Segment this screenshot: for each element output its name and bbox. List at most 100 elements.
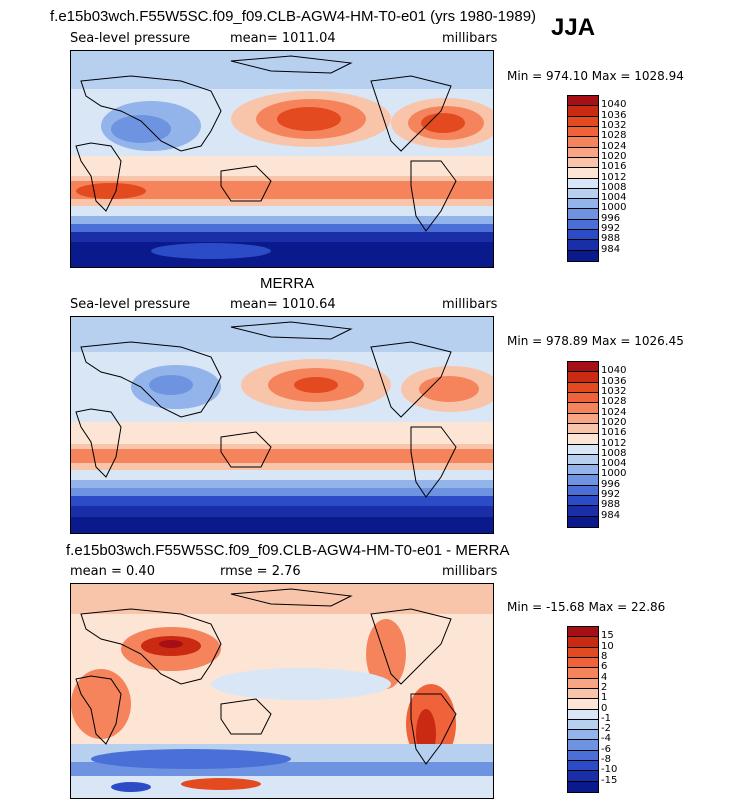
colorbar-swatch bbox=[568, 392, 598, 404]
panel3-units: millibars bbox=[442, 564, 498, 579]
colorbar-tick-label: 10 bbox=[601, 640, 614, 652]
colorbar-swatch bbox=[568, 719, 598, 731]
colorbar-tick-label: 1036 bbox=[601, 109, 627, 121]
colorbar-swatch bbox=[568, 219, 598, 231]
panel2-left-label: Sea-level pressure bbox=[70, 297, 191, 312]
colorbar-tick-label: 1020 bbox=[601, 416, 627, 428]
colorbar-swatch bbox=[568, 761, 598, 772]
colorbar-swatch bbox=[568, 137, 598, 148]
colorbar-tick-label: -15 bbox=[601, 774, 618, 786]
panel3-minmax: Min = -15.68 Max = 22.86 bbox=[507, 600, 666, 614]
panel1-map-svg bbox=[71, 51, 493, 267]
panel2-colorbar-cells bbox=[568, 362, 598, 527]
panel2-mean-label: mean= 1010.64 bbox=[230, 297, 336, 312]
panel2-map-svg bbox=[71, 317, 493, 533]
colorbar-tick-label: 1000 bbox=[601, 202, 627, 214]
colorbar-tick-label: 1024 bbox=[601, 406, 627, 418]
colorbar-swatch bbox=[568, 637, 598, 648]
colorbar-swatch bbox=[568, 730, 598, 741]
panel3-title: f.e15b03wch.F55W5SC.f09_f09.CLB-AGW4-HM-… bbox=[66, 542, 510, 559]
colorbar-tick-label: 1032 bbox=[601, 119, 627, 131]
colorbar-swatch bbox=[568, 230, 598, 241]
panel2-units: millibars bbox=[442, 297, 498, 312]
panel1-units: millibars bbox=[442, 31, 498, 46]
colorbar-tick-label: 1020 bbox=[601, 150, 627, 162]
panel2-title: MERRA bbox=[260, 275, 315, 292]
panel2-colorbar bbox=[567, 361, 599, 528]
colorbar-tick-label: 6 bbox=[601, 661, 608, 673]
panel3-map-svg bbox=[71, 584, 493, 798]
colorbar-swatch bbox=[568, 506, 598, 517]
colorbar-tick-label: -6 bbox=[601, 743, 611, 755]
colorbar-tick-label: 992 bbox=[601, 489, 621, 501]
colorbar-swatch bbox=[568, 465, 598, 476]
colorbar-swatch bbox=[568, 423, 598, 435]
panel1-map bbox=[70, 50, 494, 268]
colorbar-tick-label: 992 bbox=[601, 223, 621, 235]
colorbar-tick-label: 15 bbox=[601, 630, 614, 642]
colorbar-swatch bbox=[568, 382, 598, 393]
colorbar-tick-label: 1004 bbox=[601, 458, 627, 470]
colorbar-tick-label: 4 bbox=[601, 671, 608, 683]
colorbar-swatch bbox=[568, 740, 598, 751]
colorbar-tick-label: 0 bbox=[601, 702, 608, 714]
panel1-colorbar bbox=[567, 95, 599, 262]
colorbar-tick-label: 2 bbox=[601, 681, 608, 693]
colorbar-tick-label: 1032 bbox=[601, 385, 627, 397]
colorbar-tick-label: 1012 bbox=[601, 437, 627, 449]
colorbar-swatch bbox=[568, 627, 598, 638]
colorbar-tick-label: -2 bbox=[601, 723, 611, 735]
colorbar-tick-label: 8 bbox=[601, 650, 608, 662]
colorbar-swatch bbox=[568, 709, 598, 720]
colorbar-swatch bbox=[568, 250, 598, 261]
colorbar-swatch bbox=[568, 516, 598, 527]
colorbar-swatch bbox=[568, 372, 598, 383]
colorbar-swatch bbox=[568, 496, 598, 507]
colorbar-tick-label: -10 bbox=[601, 764, 618, 776]
colorbar-swatch bbox=[568, 413, 598, 424]
colorbar-swatch bbox=[568, 126, 598, 138]
colorbar-swatch bbox=[568, 475, 598, 486]
colorbar-swatch bbox=[568, 403, 598, 414]
panel1-left-label: Sea-level pressure bbox=[70, 31, 191, 46]
colorbar-tick-label: 996 bbox=[601, 212, 621, 224]
colorbar-swatch bbox=[568, 188, 598, 200]
colorbar-tick-label: -8 bbox=[601, 754, 611, 766]
colorbar-swatch bbox=[568, 699, 598, 710]
panel1-mean-label: mean= 1011.04 bbox=[230, 31, 336, 46]
colorbar-tick-label: 1008 bbox=[601, 181, 627, 193]
colorbar-swatch bbox=[568, 168, 598, 179]
panel2-map bbox=[70, 316, 494, 534]
colorbar-swatch bbox=[568, 657, 598, 669]
panel3-rmse-label: rmse = 2.76 bbox=[220, 564, 301, 579]
colorbar-swatch bbox=[568, 781, 598, 792]
colorbar-swatch bbox=[568, 199, 598, 210]
colorbar-swatch bbox=[568, 678, 598, 689]
colorbar-swatch bbox=[568, 209, 598, 220]
panel1-colorbar-ticks: 1040 1036 1032 1028 1024 1020 1016 1012 1008 1004… bbox=[601, 95, 641, 260]
panel2-minmax: Min = 978.89 Max = 1026.45 bbox=[507, 334, 684, 348]
colorbar-swatch bbox=[568, 178, 598, 189]
colorbar-tick-label: 984 bbox=[601, 243, 621, 255]
panel1-colorbar-cells bbox=[568, 96, 598, 261]
colorbar-tick-label: 988 bbox=[601, 499, 621, 511]
colorbar-tick-label: 1028 bbox=[601, 130, 627, 142]
colorbar-tick-label: 1016 bbox=[601, 161, 627, 173]
colorbar-tick-label: 1 bbox=[601, 692, 608, 704]
colorbar-swatch bbox=[568, 771, 598, 782]
colorbar-swatch bbox=[568, 647, 598, 658]
colorbar-tick-label: 988 bbox=[601, 233, 621, 245]
colorbar-tick-label: -1 bbox=[601, 712, 611, 724]
colorbar-tick-label: 1024 bbox=[601, 140, 627, 152]
colorbar-swatch bbox=[568, 147, 598, 158]
colorbar-swatch bbox=[568, 116, 598, 127]
colorbar-tick-label: 1040 bbox=[601, 365, 627, 377]
panel3-map bbox=[70, 583, 494, 799]
colorbar-tick-label: 1004 bbox=[601, 192, 627, 204]
colorbar-swatch bbox=[568, 668, 598, 679]
colorbar-swatch bbox=[568, 362, 598, 373]
colorbar-tick-label: 1000 bbox=[601, 468, 627, 480]
panel3-colorbar-ticks: 15 10 8 6 4 2 1 0 -1 -2 -4 -6 -8 -10 -15 bbox=[601, 626, 641, 791]
colorbar-swatch bbox=[568, 106, 598, 117]
colorbar-tick-label: 1016 bbox=[601, 427, 627, 439]
